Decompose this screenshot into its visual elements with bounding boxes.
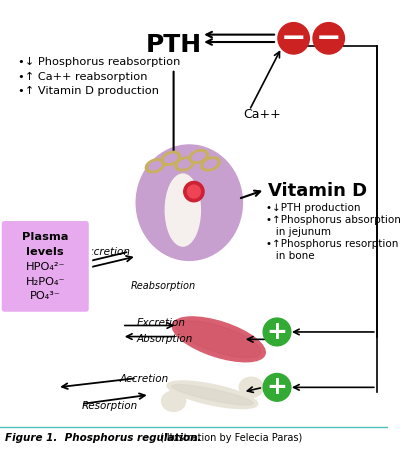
- Text: Excretion: Excretion: [81, 247, 130, 257]
- Text: Ca++: Ca++: [243, 109, 281, 121]
- Text: H₂PO₄⁻: H₂PO₄⁻: [26, 276, 65, 287]
- Ellipse shape: [167, 381, 257, 408]
- Ellipse shape: [161, 151, 181, 165]
- Text: •↑Phosphorus resorption: •↑Phosphorus resorption: [266, 239, 398, 249]
- Text: Absorption: Absorption: [136, 334, 193, 344]
- Ellipse shape: [162, 391, 186, 411]
- FancyBboxPatch shape: [0, 219, 90, 313]
- Text: PO₄³⁻: PO₄³⁻: [30, 291, 60, 301]
- Text: •↑ Vitamin D production: •↑ Vitamin D production: [18, 86, 160, 96]
- Text: Reabsorption: Reabsorption: [131, 281, 196, 291]
- Text: +: +: [267, 376, 287, 400]
- Ellipse shape: [145, 159, 165, 173]
- Text: in jejunum: in jejunum: [266, 227, 331, 237]
- Text: •↓ Phosphorus reabsorption: •↓ Phosphorus reabsorption: [18, 57, 181, 67]
- Ellipse shape: [239, 377, 263, 398]
- Ellipse shape: [192, 152, 205, 161]
- Text: −: −: [316, 24, 341, 53]
- Text: Resorption: Resorption: [81, 401, 137, 411]
- Text: Excretion: Excretion: [136, 318, 186, 328]
- Text: Figure 1.  Phosphorus regulation.: Figure 1. Phosphorus regulation.: [5, 433, 201, 443]
- Text: HPO₄²⁻: HPO₄²⁻: [26, 262, 65, 272]
- Text: −: −: [281, 24, 306, 53]
- Ellipse shape: [201, 157, 220, 171]
- Text: (Illustration by Felecia Paras): (Illustration by Felecia Paras): [157, 433, 302, 443]
- Text: •↑Phosphorus absorption: •↑Phosphorus absorption: [266, 215, 401, 225]
- Text: Plasma: Plasma: [22, 232, 68, 242]
- Text: •↓PTH production: •↓PTH production: [266, 203, 360, 213]
- Ellipse shape: [177, 321, 261, 358]
- Circle shape: [184, 181, 204, 202]
- Ellipse shape: [204, 160, 217, 168]
- Circle shape: [263, 374, 291, 401]
- Ellipse shape: [136, 145, 242, 260]
- Circle shape: [313, 23, 344, 54]
- Circle shape: [263, 318, 291, 346]
- Ellipse shape: [175, 157, 194, 171]
- Ellipse shape: [173, 317, 265, 362]
- Ellipse shape: [189, 149, 208, 164]
- Text: in bone: in bone: [266, 251, 315, 261]
- Text: PTH: PTH: [146, 33, 202, 57]
- Text: +: +: [267, 320, 287, 344]
- Text: Accretion: Accretion: [120, 374, 169, 384]
- Circle shape: [187, 185, 200, 198]
- Ellipse shape: [178, 160, 191, 168]
- Ellipse shape: [149, 162, 161, 170]
- Ellipse shape: [172, 384, 253, 405]
- Circle shape: [278, 23, 309, 54]
- Ellipse shape: [165, 174, 200, 246]
- Ellipse shape: [165, 154, 177, 163]
- Text: •↑ Ca++ reabsorption: •↑ Ca++ reabsorption: [18, 71, 148, 82]
- Text: levels: levels: [26, 247, 64, 257]
- Text: Vitamin D: Vitamin D: [268, 182, 367, 200]
